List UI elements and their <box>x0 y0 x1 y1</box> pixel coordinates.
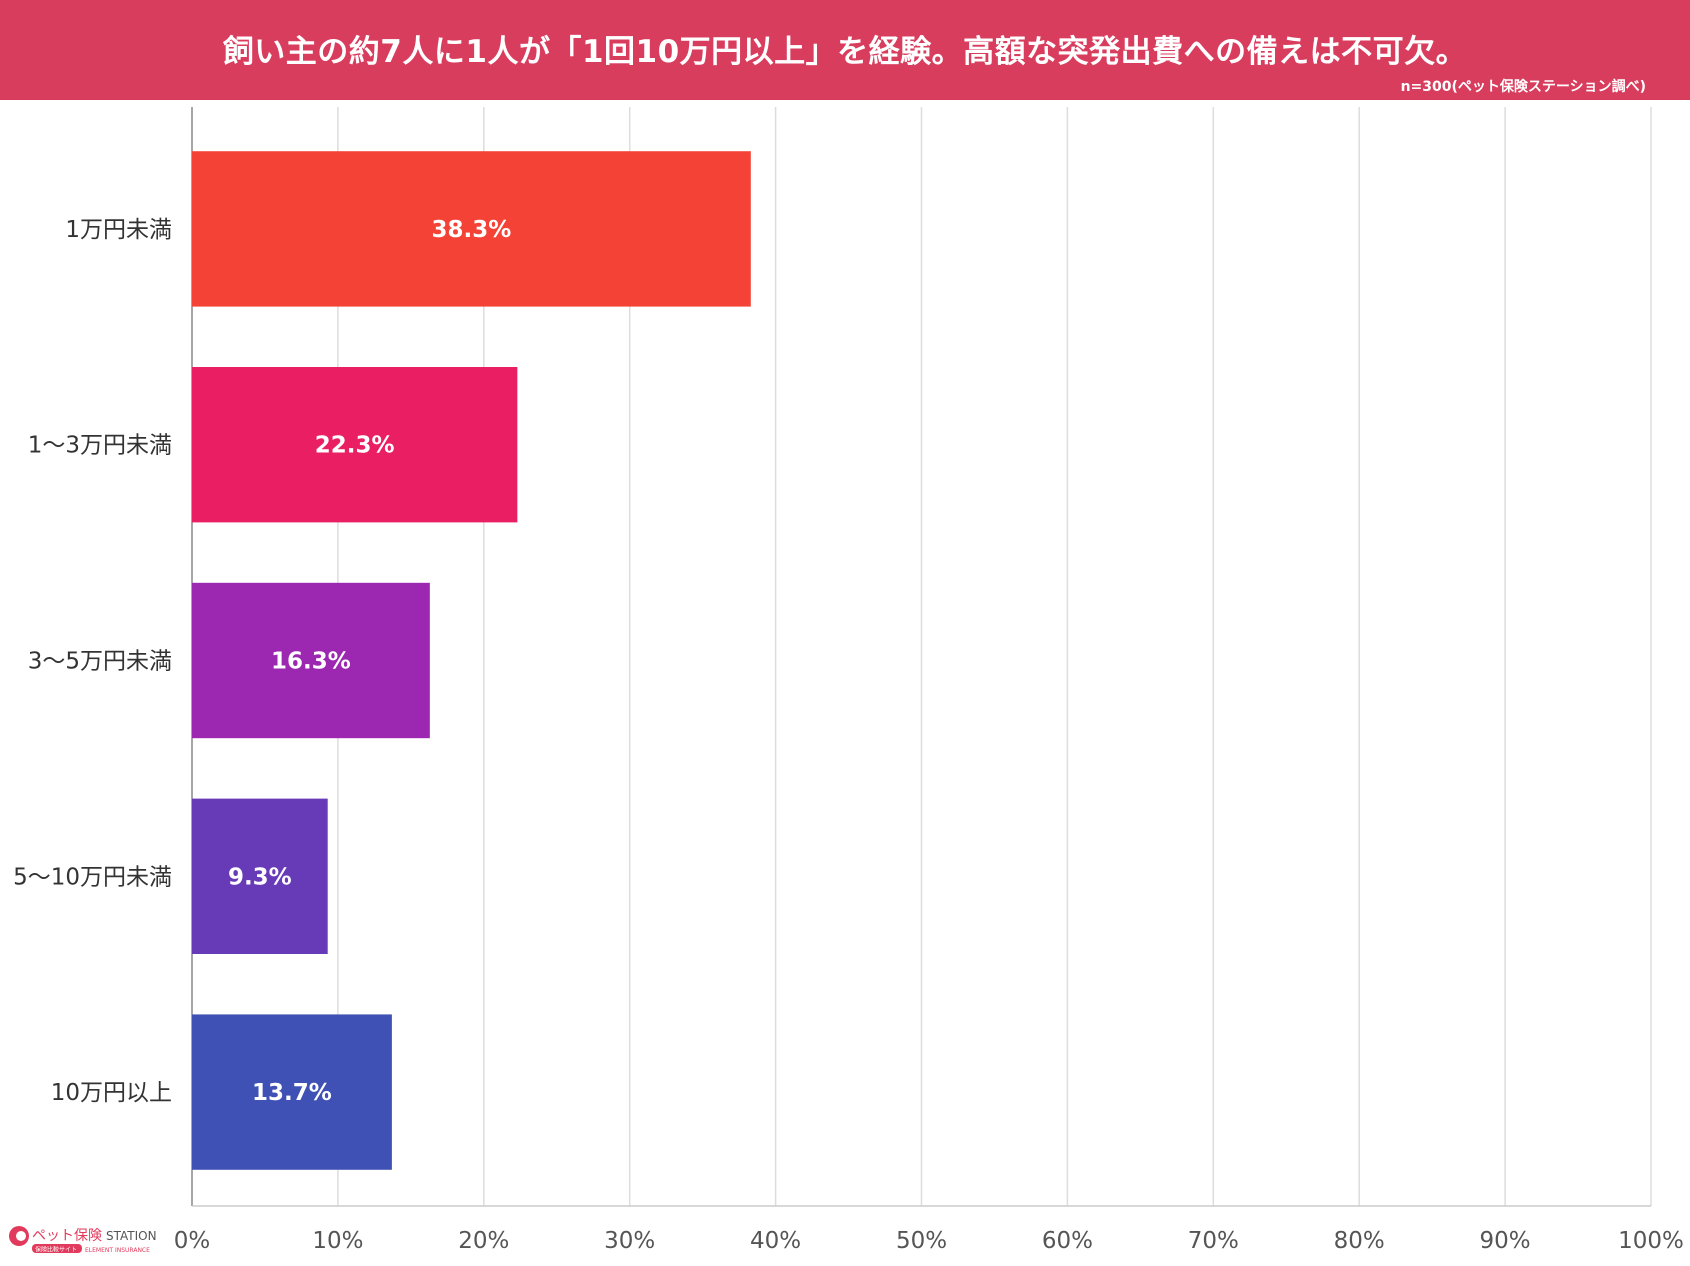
data-label: 16.3% <box>271 649 351 675</box>
x-tick-label: 40% <box>750 1228 801 1254</box>
data-label: 22.3% <box>315 433 395 459</box>
category-label: 1万円未満 <box>65 217 172 243</box>
bar <box>192 367 518 523</box>
x-tick-label: 70% <box>1188 1228 1239 1254</box>
logo-brand-en: STATION <box>106 1229 157 1243</box>
bar <box>192 582 430 739</box>
x-tick-label: 80% <box>1334 1228 1385 1254</box>
category-label: 3〜5万円未満 <box>28 649 172 675</box>
logo-tagline: 保険比較サイト <box>35 1246 77 1254</box>
bar <box>192 151 751 307</box>
bar-chart: 0% 10% 20% 30% 40% 50% 60% 70% 80% 90% 100% 38.3% 1万… <box>13 107 1684 1254</box>
chart-title: 飼い主の約7人に1人が「1回10万円以上」を経験。高額な突発出費への備えは不可欠… <box>222 34 1468 70</box>
x-tick-label: 50% <box>896 1228 947 1254</box>
x-tick-label: 60% <box>1042 1228 1093 1254</box>
x-tick-label: 20% <box>458 1228 509 1254</box>
brand-logo: ペット保険 STATION 保険比較サイト ELEMENT INSURANCE <box>9 1226 157 1254</box>
category-label: 10万円以上 <box>51 1080 172 1106</box>
x-tick-label: 30% <box>604 1228 655 1254</box>
x-tick-label: 0% <box>174 1228 211 1254</box>
data-label: 38.3% <box>432 217 512 243</box>
bar <box>192 1014 392 1170</box>
header-banner: 飼い主の約7人に1人が「1回10万円以上」を経験。高額な突発出費への備えは不可欠… <box>0 0 1690 100</box>
sample-note: n=300(ペット保険ステーション調べ) <box>1400 79 1646 95</box>
logo-company: ELEMENT INSURANCE <box>85 1247 150 1254</box>
data-label: 13.7% <box>252 1080 332 1106</box>
x-tick-label: 100% <box>1618 1228 1684 1254</box>
category-label: 5〜10万円未満 <box>13 864 172 890</box>
x-tick-label: 10% <box>312 1228 363 1254</box>
data-label: 9.3% <box>228 864 292 890</box>
category-label: 1〜3万円未満 <box>28 433 172 459</box>
logo-brand: ペット保険 <box>32 1228 102 1244</box>
bar <box>192 798 328 954</box>
x-tick-label: 90% <box>1480 1228 1531 1254</box>
